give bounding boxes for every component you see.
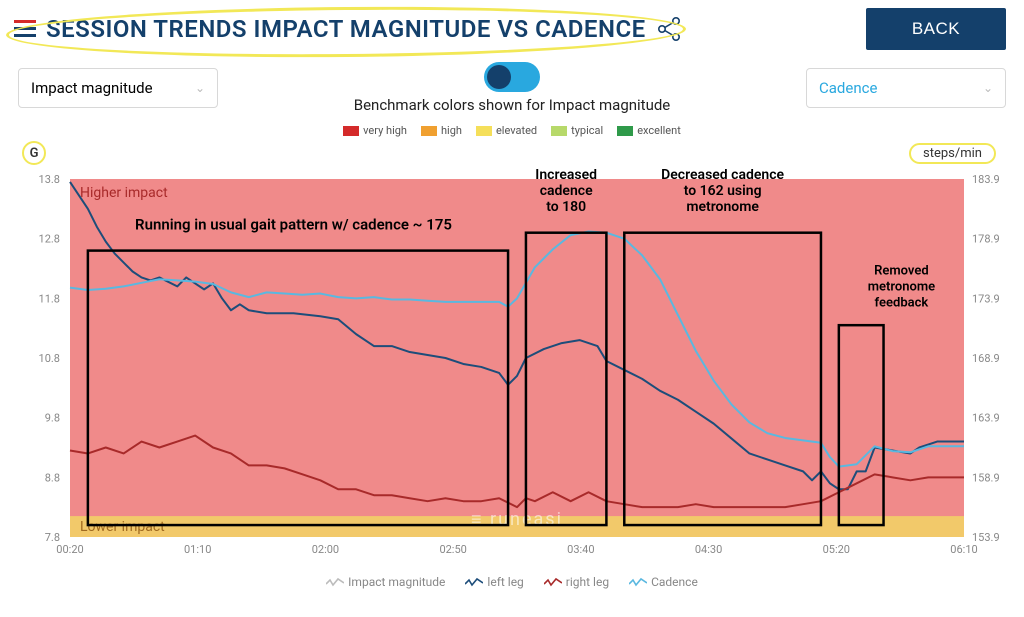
- left-metric-value: Impact magnitude: [31, 79, 153, 97]
- svg-text:04:30: 04:30: [695, 543, 722, 556]
- svg-text:163.9: 163.9: [972, 412, 1000, 425]
- trend-chart: 7.88.89.810.811.812.813.8153.9158.9163.9…: [18, 169, 1006, 569]
- svg-text:metronome: metronome: [686, 199, 759, 215]
- chevron-down-icon: ⌄: [983, 81, 993, 95]
- benchmark-toggle[interactable]: [484, 62, 540, 92]
- benchmark-legend-item: elevated: [476, 124, 537, 137]
- back-button[interactable]: BACK: [866, 8, 1006, 50]
- svg-text:11.8: 11.8: [39, 292, 60, 305]
- svg-text:Lower impact: Lower impact: [80, 519, 165, 535]
- svg-text:05:20: 05:20: [823, 543, 850, 556]
- svg-text:183.9: 183.9: [972, 173, 1000, 186]
- share-icon[interactable]: [656, 16, 682, 42]
- svg-text:metronome: metronome: [868, 279, 935, 294]
- svg-text:feedback: feedback: [875, 295, 929, 310]
- benchmark-legend-item: very high: [343, 124, 407, 137]
- svg-text:158.9: 158.9: [972, 471, 1000, 484]
- svg-text:03:40: 03:40: [567, 543, 594, 556]
- benchmark-caption: Benchmark colors shown for Impact magnit…: [354, 96, 671, 114]
- svg-text:8.8: 8.8: [45, 471, 60, 484]
- series-legend-item: right leg: [544, 575, 609, 589]
- series-legend-item: Impact magnitude: [326, 575, 445, 589]
- menu-icon[interactable]: [14, 20, 36, 38]
- svg-text:01:10: 01:10: [184, 543, 211, 556]
- svg-text:10.8: 10.8: [39, 352, 60, 365]
- series-legend-item: Cadence: [629, 575, 698, 589]
- svg-text:02:50: 02:50: [439, 543, 466, 556]
- right-metric-dropdown[interactable]: Cadence ⌄: [806, 68, 1006, 108]
- svg-text:Higher impact: Higher impact: [80, 185, 168, 201]
- svg-text:173.9: 173.9: [972, 292, 1000, 305]
- benchmark-legend-item: typical: [551, 124, 603, 137]
- svg-text:Removed: Removed: [874, 263, 929, 278]
- svg-text:168.9: 168.9: [972, 352, 1000, 365]
- right-axis-unit: steps/min: [909, 143, 996, 164]
- benchmark-legend-item: high: [421, 124, 462, 137]
- svg-text:Decreased cadence: Decreased cadence: [661, 169, 784, 183]
- svg-text:to 180: to 180: [546, 199, 586, 215]
- svg-text:cadence: cadence: [540, 183, 593, 199]
- svg-text:13.8: 13.8: [39, 173, 60, 186]
- svg-text:≡ runeasi: ≡ runeasi: [471, 509, 563, 530]
- svg-text:06:10: 06:10: [950, 543, 977, 556]
- svg-text:02:00: 02:00: [312, 543, 339, 556]
- svg-text:12.8: 12.8: [39, 233, 60, 246]
- right-metric-value: Cadence: [819, 79, 877, 97]
- series-legend-item: left leg: [465, 575, 523, 589]
- chevron-down-icon: ⌄: [195, 81, 205, 95]
- left-axis-unit: G: [22, 141, 46, 165]
- left-metric-dropdown[interactable]: Impact magnitude ⌄: [18, 68, 218, 108]
- page-title: SESSION TRENDS IMPACT MAGNITUDE VS CADEN…: [46, 15, 646, 43]
- svg-text:Running in usual gait pattern: Running in usual gait pattern w/ cadence…: [135, 216, 452, 234]
- svg-text:178.9: 178.9: [972, 233, 1000, 246]
- svg-text:Increased: Increased: [535, 169, 597, 183]
- benchmark-legend-item: excellent: [617, 124, 681, 137]
- svg-text:9.8: 9.8: [45, 412, 60, 425]
- benchmark-legend: very high high elevated typical excellent: [0, 124, 1024, 137]
- series-legend: Impact magnitude left leg right leg Cadence: [0, 575, 1024, 589]
- svg-text:00:20: 00:20: [56, 543, 83, 556]
- svg-text:to 162 using: to 162 using: [684, 183, 762, 199]
